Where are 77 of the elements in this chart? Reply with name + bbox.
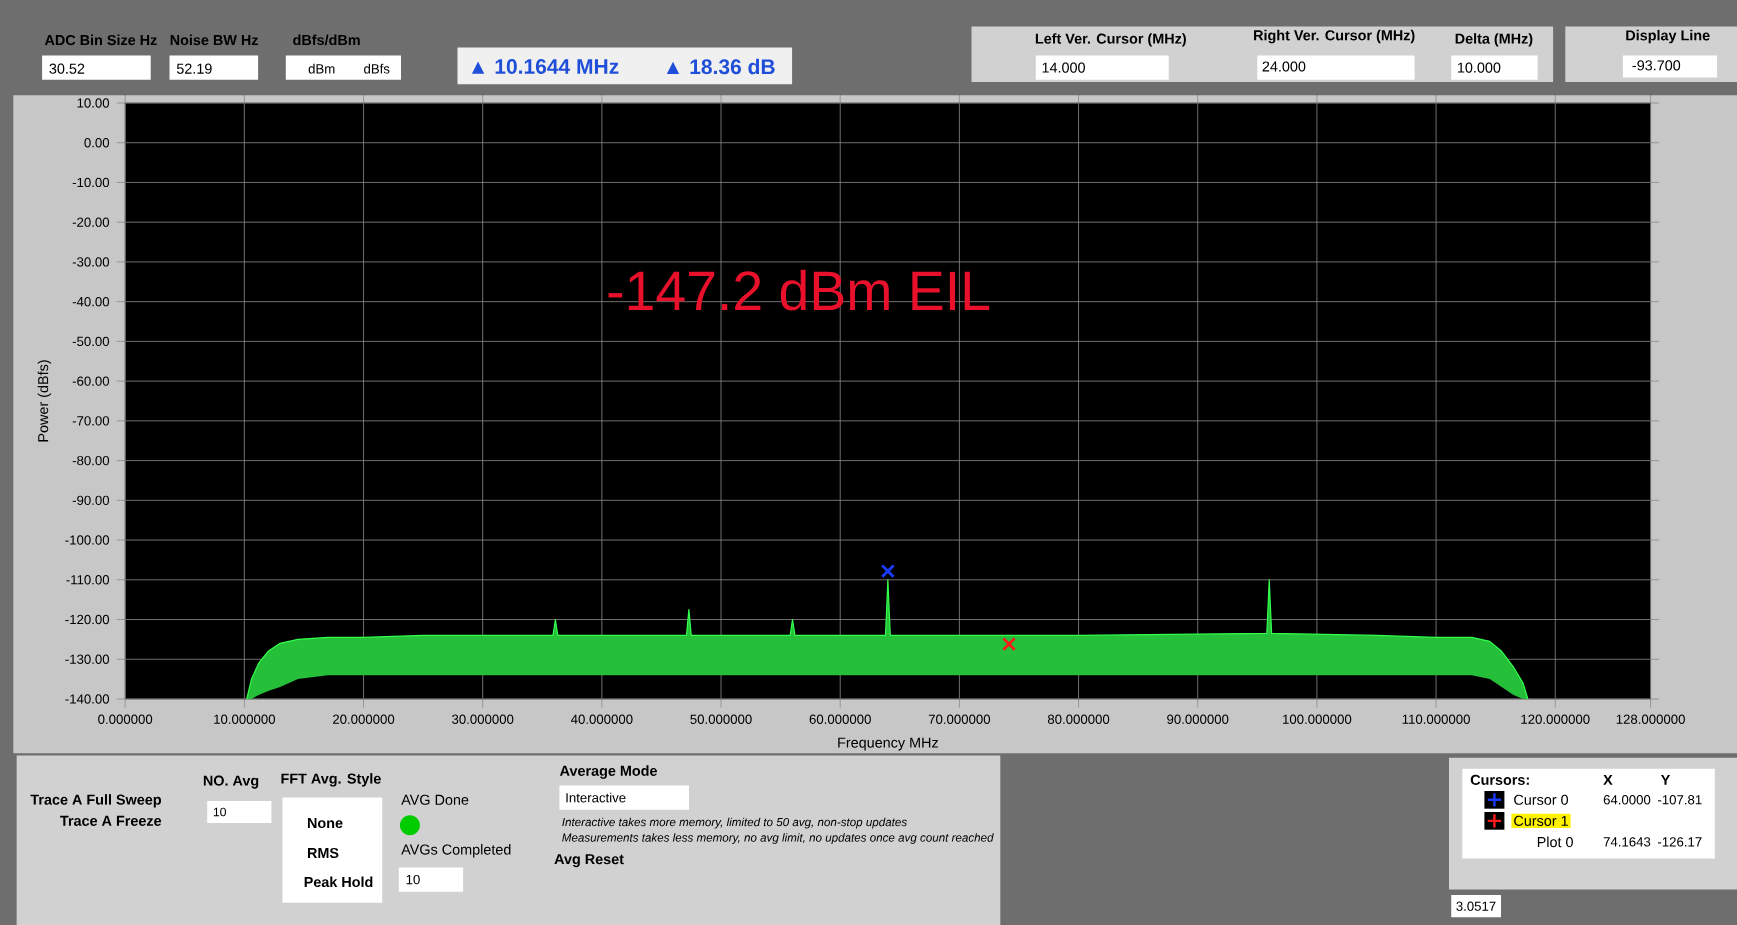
text: Display Line bbox=[1626, 29, 1710, 44]
x-tick-label: 50.000000 bbox=[690, 714, 752, 724]
text: ▲ 10.1644 MHz bbox=[471, 59, 619, 74]
y-tick-label: -140.00 bbox=[65, 694, 110, 704]
text: Interactive takes more memory, limited to 50 avg, non-stop updates bbox=[562, 817, 907, 829]
y-tick-label: -90.00 bbox=[72, 495, 110, 505]
text: -126.17 bbox=[1658, 837, 1702, 847]
text: dBfs bbox=[364, 63, 390, 74]
x-tick-label: 40.000000 bbox=[570, 714, 633, 724]
text: Right Ver. Cursor (MHz) bbox=[1254, 29, 1415, 44]
text: -107.81 bbox=[1658, 795, 1702, 805]
text: Trace A Full Sweep bbox=[30, 794, 162, 808]
text: FFT Avg. Style bbox=[281, 773, 381, 787]
text: AVG Done bbox=[401, 794, 469, 805]
y-tick-label: -50.00 bbox=[72, 336, 110, 347]
x-tick-label: 60.000000 bbox=[809, 714, 871, 724]
text: 10 bbox=[406, 874, 420, 885]
text: Measurements takes less memory, no avg limit, no updates once avg count reached bbox=[562, 833, 994, 844]
x-tick-label: 0.000000 bbox=[98, 714, 153, 724]
text: dBm bbox=[308, 63, 335, 74]
text: Average Mode bbox=[559, 765, 657, 779]
text: -93.700 bbox=[1632, 60, 1681, 71]
text: Interactive bbox=[566, 792, 626, 803]
x-tick-label: 80.000000 bbox=[1047, 714, 1110, 724]
y-tick-label: 0.00 bbox=[84, 138, 110, 148]
text: Y bbox=[1660, 774, 1671, 785]
y-tick-label: -20.00 bbox=[72, 217, 110, 227]
y-tick-label: -10.00 bbox=[72, 177, 110, 188]
x-tick-label: 100.000000 bbox=[1283, 714, 1352, 724]
text: ADC Bin Size Hz bbox=[44, 34, 157, 46]
x-tick-label: 20.000000 bbox=[332, 714, 395, 724]
text: Left Ver. Cursor (MHz) bbox=[1035, 33, 1186, 47]
text: 24.000 bbox=[1262, 61, 1306, 72]
text: Noise BW Hz bbox=[170, 34, 258, 46]
legend-label: Cursor 0 bbox=[1514, 794, 1569, 805]
y-tick-label: -100.00 bbox=[65, 535, 110, 545]
x-tick-label: 120.000000 bbox=[1521, 714, 1590, 724]
y-tick-label: -60.00 bbox=[72, 376, 110, 386]
text: 3.0517 bbox=[1456, 901, 1496, 911]
text: Cursors: bbox=[1470, 774, 1529, 785]
text: Avg Reset bbox=[554, 854, 624, 868]
x-tick-label: 110.000000 bbox=[1402, 714, 1470, 724]
y-axis-title: Power (dBfs) bbox=[37, 360, 52, 442]
text: 10 bbox=[213, 807, 226, 817]
x-tick-label: 30.000000 bbox=[452, 714, 514, 724]
y-tick-label: -70.00 bbox=[72, 416, 110, 426]
text: 14.000 bbox=[1042, 62, 1085, 73]
y-tick-label: -30.00 bbox=[72, 257, 110, 267]
text: Trace A Freeze bbox=[60, 815, 162, 826]
y-tick-label: -130.00 bbox=[65, 654, 110, 664]
text: X bbox=[1603, 774, 1613, 785]
text: ▲ 18.36 dB bbox=[666, 58, 775, 75]
y-tick-label: -80.00 bbox=[72, 455, 110, 466]
text: Plot 0 bbox=[1537, 836, 1573, 848]
y-tick-label: -120.00 bbox=[65, 614, 110, 625]
text: Peak Hold bbox=[304, 876, 373, 888]
y-tick-label: -110.00 bbox=[66, 575, 110, 585]
text: None bbox=[307, 818, 343, 829]
text: 74.1643 bbox=[1603, 837, 1651, 847]
x-tick-label: 70.000000 bbox=[928, 714, 991, 724]
y-tick-label: 10.00 bbox=[77, 98, 110, 108]
text: 10.000 bbox=[1458, 62, 1501, 73]
legend-label: Cursor 1 bbox=[1514, 815, 1568, 826]
text: AVGs Completed bbox=[401, 844, 511, 858]
text: Delta (MHz) bbox=[1455, 33, 1533, 47]
x-tick-label: 10.000000 bbox=[214, 714, 276, 724]
text: RMS bbox=[307, 847, 339, 859]
y-tick-label: -40.00 bbox=[72, 296, 110, 307]
text: 30.52 bbox=[49, 63, 85, 74]
annotation: -147.2 dBm EIL bbox=[608, 269, 990, 311]
x-tick-label: 90.000000 bbox=[1167, 714, 1229, 724]
text: dBfs/dBm bbox=[293, 34, 360, 46]
text: 64.0000 bbox=[1603, 795, 1651, 805]
text: 52.19 bbox=[176, 63, 212, 74]
text: NO. Avg bbox=[203, 775, 259, 789]
x-tick-label: 128.000000 bbox=[1616, 714, 1685, 724]
x-axis-title: Frequency MHz bbox=[838, 737, 938, 751]
